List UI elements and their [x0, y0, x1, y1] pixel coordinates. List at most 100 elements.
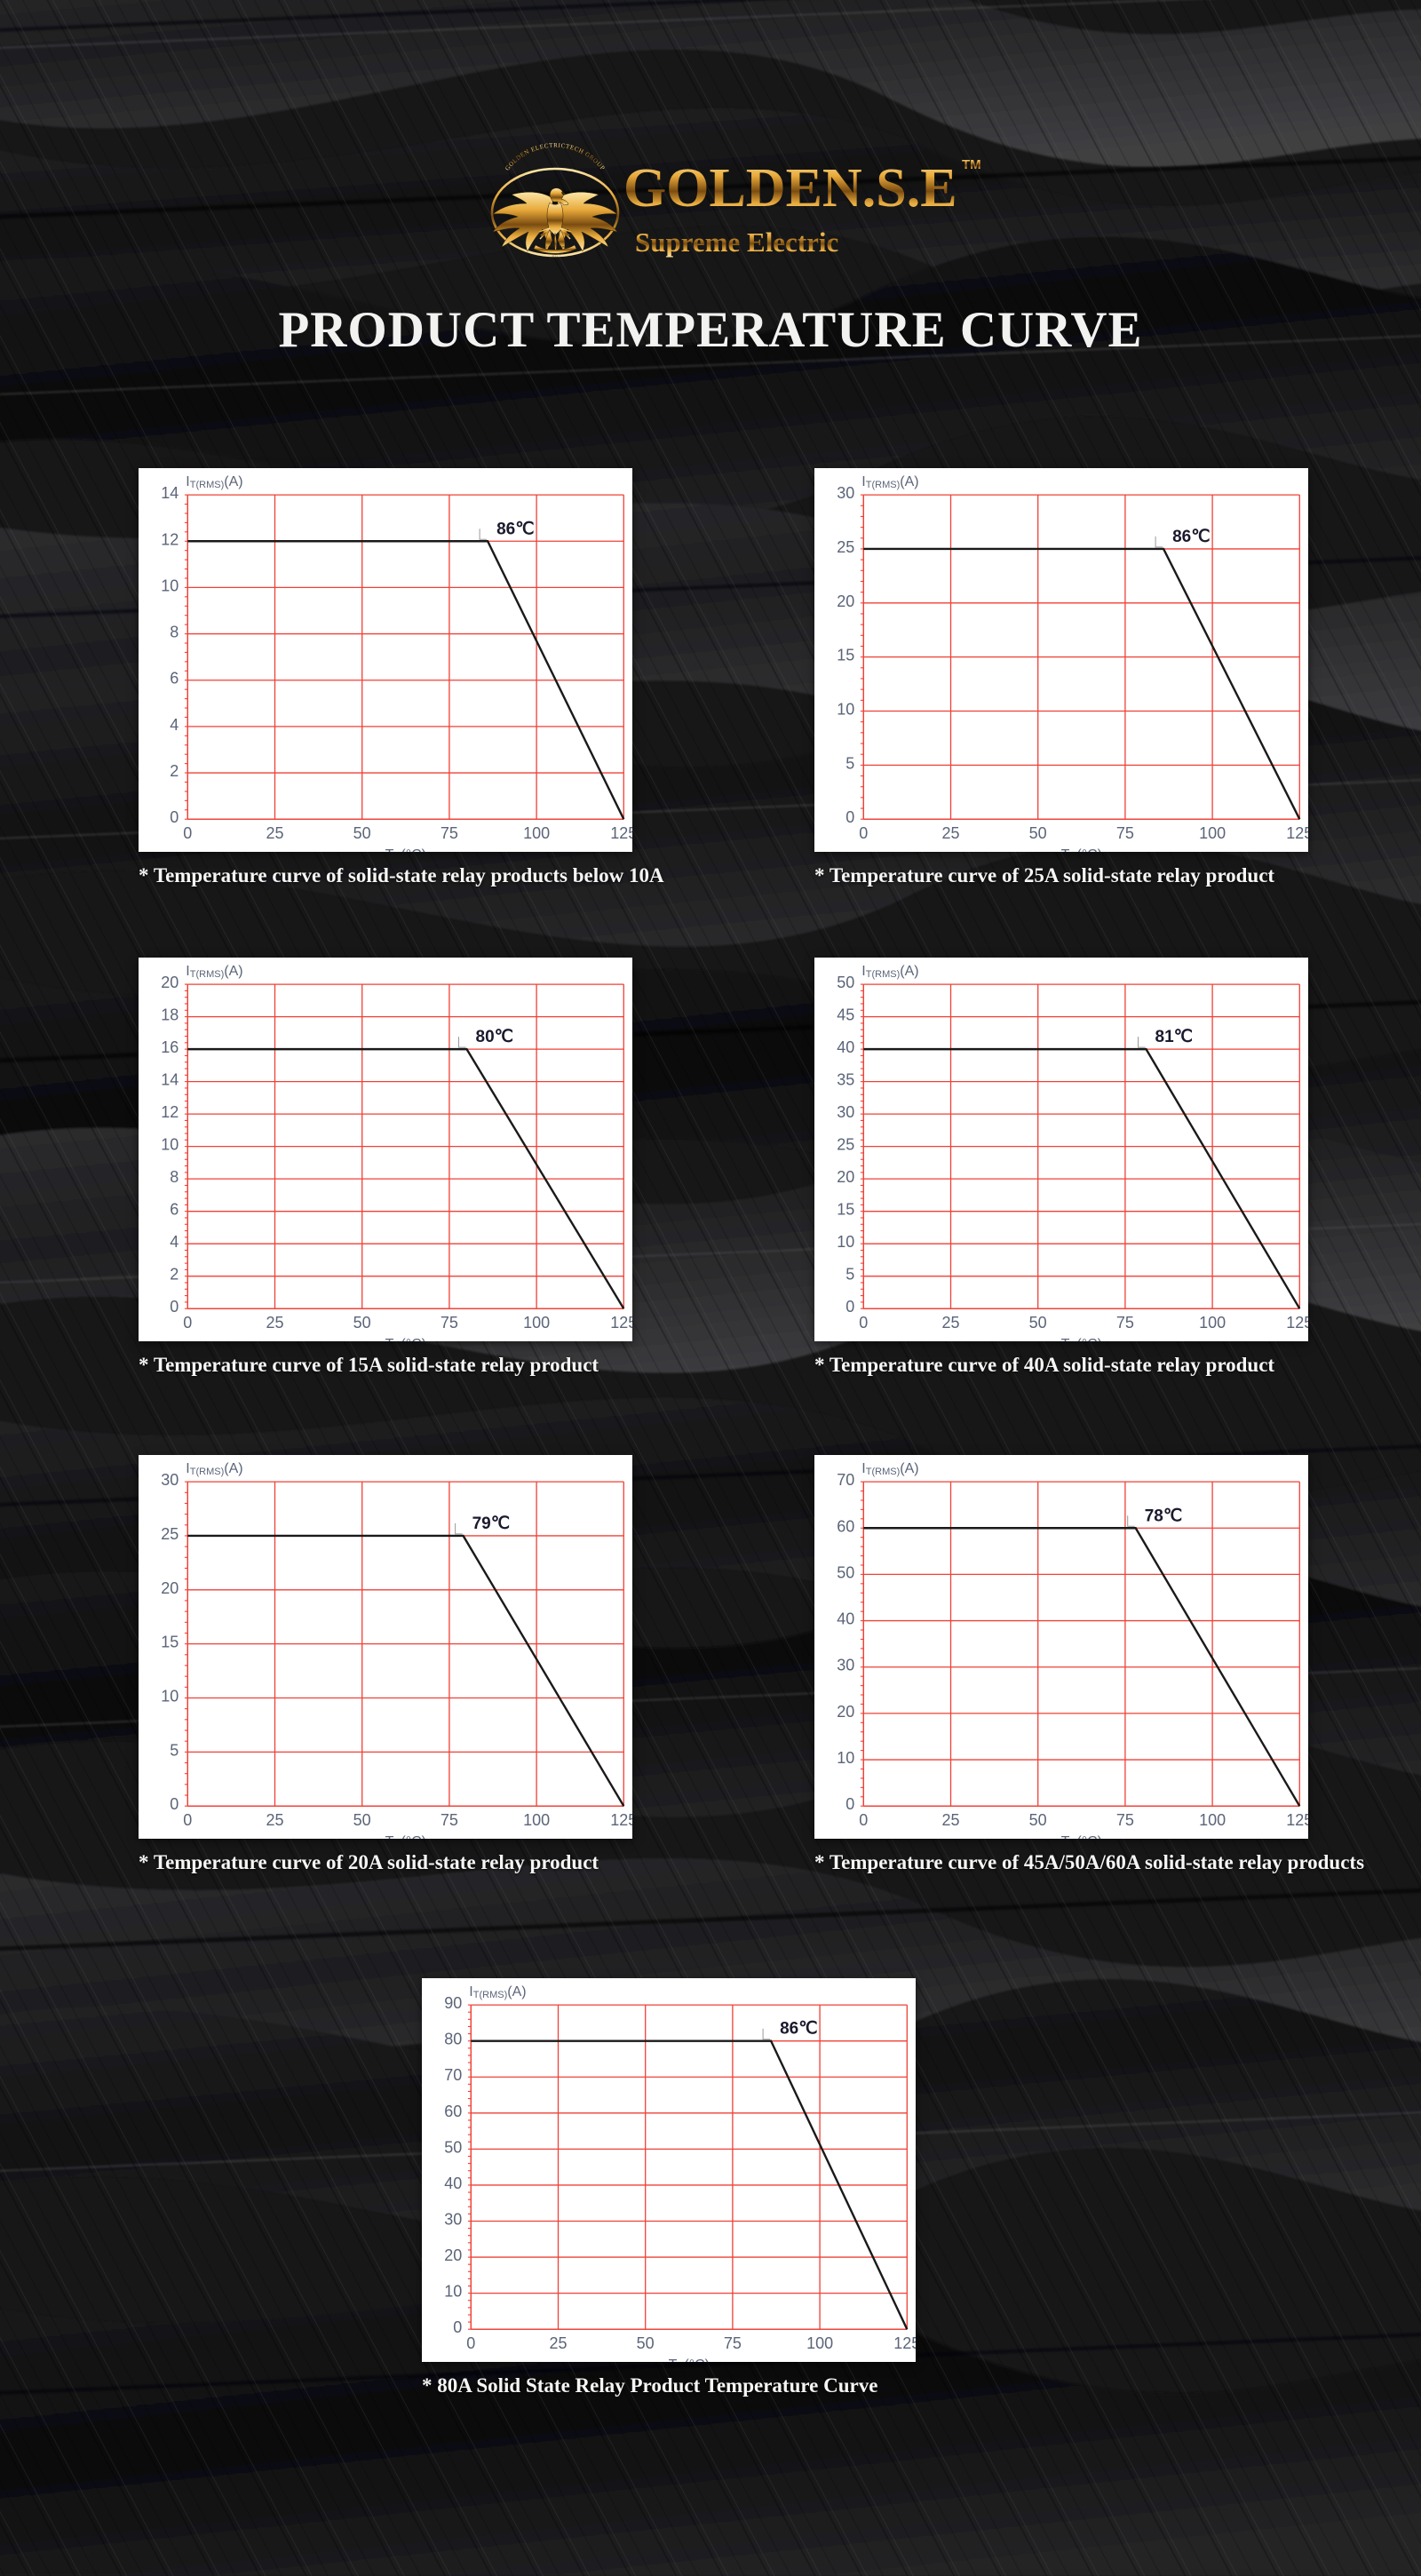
svg-text:GOLDEN ELECTRICTECH GROUP: GOLDEN ELECTRICTECH GROUP [504, 142, 606, 172]
svg-text:90: 90 [444, 1994, 462, 2012]
svg-text:0: 0 [170, 808, 179, 826]
svg-text:8: 8 [170, 624, 179, 641]
svg-text:75: 75 [1116, 1811, 1134, 1829]
svg-text:14: 14 [161, 484, 179, 502]
svg-text:TC(°C): TC(°C) [385, 847, 426, 852]
svg-text:0: 0 [170, 1298, 179, 1316]
svg-text:30: 30 [161, 1471, 179, 1489]
svg-text:0: 0 [859, 1314, 868, 1332]
svg-text:4: 4 [170, 716, 179, 734]
svg-text:2: 2 [170, 1266, 179, 1284]
svg-text:40: 40 [444, 2174, 462, 2192]
svg-text:50: 50 [353, 1811, 371, 1829]
svg-text:30: 30 [837, 1657, 854, 1674]
svg-text:25: 25 [266, 1314, 283, 1332]
svg-text:20: 20 [161, 974, 179, 991]
svg-text:6: 6 [170, 1201, 179, 1219]
svg-text:8: 8 [170, 1168, 179, 1186]
svg-text:60: 60 [837, 1517, 854, 1535]
svg-text:0: 0 [183, 824, 192, 842]
svg-text:15: 15 [837, 1201, 854, 1219]
svg-text:20: 20 [161, 1579, 179, 1597]
svg-text:TC(°C): TC(°C) [1061, 1337, 1102, 1341]
svg-text:25: 25 [266, 824, 283, 842]
svg-text:10: 10 [444, 2283, 462, 2301]
svg-text:25: 25 [941, 1314, 959, 1332]
svg-text:0: 0 [183, 1811, 192, 1829]
svg-text:10: 10 [837, 1233, 854, 1251]
svg-text:35: 35 [837, 1071, 854, 1089]
svg-text:0: 0 [859, 824, 868, 842]
svg-text:100: 100 [1199, 1314, 1226, 1332]
svg-text:50: 50 [1029, 824, 1047, 842]
svg-text:• MD •: • MD • [549, 254, 562, 258]
svg-text:GOLDEN.S.E: GOLDEN.S.E [623, 158, 957, 219]
svg-text:70: 70 [444, 2066, 462, 2084]
svg-text:75: 75 [441, 824, 458, 842]
svg-text:2: 2 [170, 762, 179, 780]
svg-text:100: 100 [1199, 1811, 1226, 1829]
svg-text:50: 50 [837, 974, 854, 991]
svg-text:0: 0 [845, 1298, 854, 1316]
svg-text:86℃: 86℃ [1172, 528, 1210, 546]
svg-text:15: 15 [161, 1634, 179, 1651]
svg-text:125: 125 [1286, 1811, 1308, 1829]
svg-text:60: 60 [444, 2103, 462, 2120]
svg-text:20: 20 [837, 1168, 854, 1186]
svg-text:125: 125 [610, 1314, 632, 1332]
svg-text:100: 100 [523, 1811, 550, 1829]
svg-text:50: 50 [353, 1314, 371, 1332]
svg-text:TC(°C): TC(°C) [385, 1337, 426, 1341]
svg-text:40: 40 [837, 1610, 854, 1628]
svg-text:125: 125 [610, 1811, 632, 1829]
svg-text:100: 100 [523, 824, 550, 842]
svg-text:20: 20 [837, 592, 854, 610]
svg-text:25: 25 [837, 1136, 854, 1154]
svg-text:100: 100 [806, 2334, 833, 2352]
svg-text:10: 10 [161, 1688, 179, 1705]
svg-text:86℃: 86℃ [496, 520, 534, 538]
svg-text:5: 5 [845, 754, 854, 772]
svg-text:80℃: 80℃ [476, 1028, 513, 1046]
svg-text:75: 75 [441, 1314, 458, 1332]
svg-text:25: 25 [837, 538, 854, 556]
svg-text:100: 100 [523, 1314, 550, 1332]
svg-text:30: 30 [444, 2211, 462, 2229]
svg-text:86℃: 86℃ [780, 2020, 817, 2039]
svg-text:5: 5 [845, 1266, 854, 1284]
svg-text:10: 10 [161, 1136, 179, 1154]
svg-text:18: 18 [161, 1006, 179, 1024]
svg-text:70: 70 [837, 1471, 854, 1489]
svg-text:25: 25 [549, 2334, 567, 2352]
svg-text:0: 0 [466, 2334, 475, 2352]
svg-text:Supreme Electric: Supreme Electric [635, 227, 838, 258]
svg-text:TM: TM [962, 157, 981, 172]
svg-text:50: 50 [444, 2138, 462, 2156]
svg-text:12: 12 [161, 1103, 179, 1121]
svg-text:125: 125 [610, 824, 632, 842]
svg-text:25: 25 [161, 1525, 179, 1543]
svg-text:5: 5 [170, 1741, 179, 1759]
svg-text:16: 16 [161, 1038, 179, 1056]
svg-text:0: 0 [845, 1795, 854, 1813]
svg-text:25: 25 [266, 1811, 283, 1829]
svg-text:100: 100 [1199, 824, 1226, 842]
svg-text:50: 50 [837, 1563, 854, 1581]
svg-text:14: 14 [161, 1071, 179, 1089]
svg-text:45: 45 [837, 1006, 854, 1024]
svg-text:10: 10 [837, 1749, 854, 1767]
svg-text:50: 50 [637, 2334, 655, 2352]
svg-text:30: 30 [837, 1103, 854, 1121]
svg-text:30: 30 [837, 484, 854, 502]
svg-text:TC(°C): TC(°C) [385, 1834, 426, 1839]
svg-text:15: 15 [837, 647, 854, 664]
svg-text:12: 12 [161, 530, 179, 548]
svg-text:0: 0 [453, 2318, 462, 2336]
svg-text:80: 80 [444, 2031, 462, 2048]
svg-text:0: 0 [845, 808, 854, 826]
svg-text:125: 125 [1286, 824, 1308, 842]
svg-text:50: 50 [353, 824, 371, 842]
svg-text:78℃: 78℃ [1145, 1507, 1182, 1525]
svg-text:79℃: 79℃ [472, 1515, 510, 1533]
svg-text:10: 10 [837, 701, 854, 719]
